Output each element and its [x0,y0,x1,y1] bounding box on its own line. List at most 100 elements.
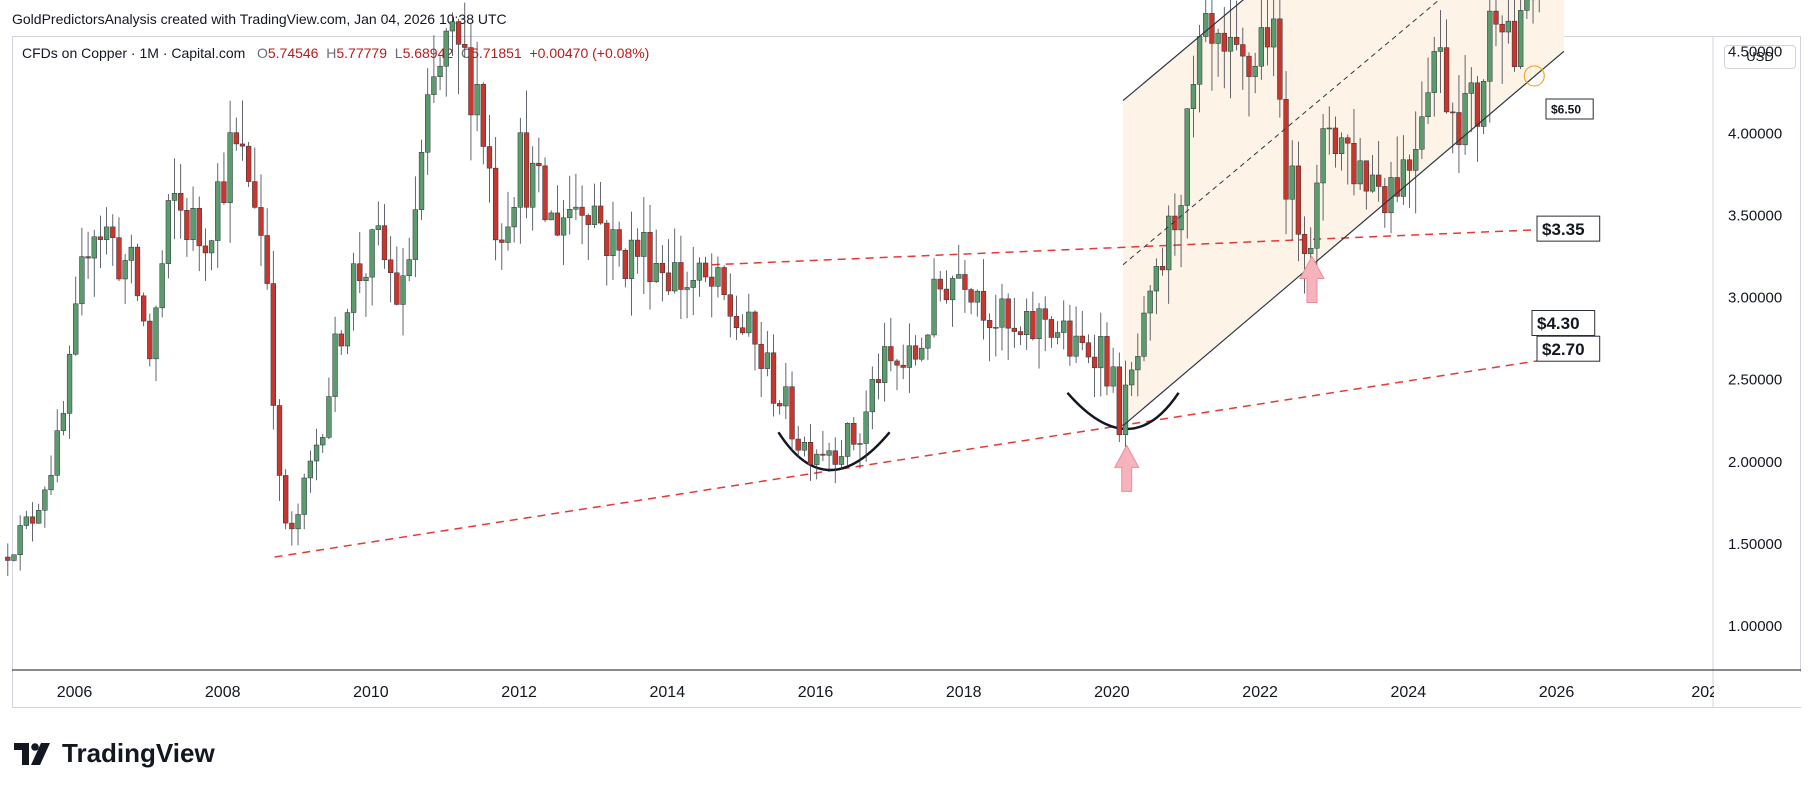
candle [925,334,931,361]
candle [233,117,239,151]
channel-bottom-label-text: $4.30 [1537,314,1580,333]
candle [313,428,320,481]
candle-body [412,209,419,260]
candle [437,56,443,91]
candle [486,114,493,203]
candle [455,18,462,95]
candle-body [338,333,344,347]
candle [894,358,900,391]
candle-body [709,276,715,287]
candle-body [1110,366,1116,387]
candle [1413,111,1419,214]
change-value: +0.00470 (+0.08%) [529,45,650,61]
candle-body [1376,174,1382,187]
x-tick-label: 2020 [1094,684,1130,701]
candle-body [1221,32,1227,52]
candle-body [1326,127,1332,130]
candle [727,273,733,338]
y-tick-label: 1.00000 [1728,618,1782,635]
candle-body [641,232,647,257]
channel-top-label: $6.50 [1545,98,1594,120]
candle [97,215,104,268]
candle-body [486,146,493,169]
candle [110,214,116,266]
candle-body [937,278,943,290]
candle-body [1277,18,1283,100]
candle [591,183,598,229]
symbol-name[interactable]: CFDs on Copper · 1M · Capital.com [22,45,246,61]
candle [1122,360,1129,452]
candle [1456,75,1462,174]
candle [1376,141,1382,202]
candle [227,100,233,243]
candle [1061,300,1067,350]
candle [73,276,79,356]
candle-body [622,249,628,279]
candle-body [505,226,511,243]
candle [1450,102,1456,154]
candle-body [190,207,196,240]
candle [554,185,561,237]
candle-body [97,236,104,240]
candle-body [851,422,857,445]
candle-body [949,278,956,301]
channel-top-label-text: $6.50 [1551,102,1581,116]
candle-body [1085,342,1092,358]
candle [1425,57,1431,124]
candle [579,185,585,245]
candle-body [801,441,808,451]
candle-body [270,283,276,406]
candle [492,137,499,261]
candle-body [1079,335,1085,343]
candle [54,409,60,483]
y-tick-label: 2.50000 [1728,372,1782,389]
candle-body [1209,13,1215,44]
candle-body [1400,159,1407,197]
tradingview-logo[interactable]: TradingView [14,738,215,769]
candle [1295,141,1302,262]
candle [283,469,289,530]
candle [758,321,764,398]
candle-body [986,320,993,328]
candle [357,231,363,294]
candle-body [875,379,882,383]
candle [91,229,97,297]
support-label-1-text: $3.35 [1542,220,1585,239]
candle-body [690,280,696,288]
candle [1314,164,1320,279]
candle-body [437,65,443,77]
candle-body [159,263,165,309]
candle [1233,0,1240,51]
currency-button[interactable]: USD [1724,45,1796,69]
candle-body [1141,312,1147,357]
candle [1530,0,1536,24]
candle-body [1357,160,1363,185]
candle [1289,140,1295,241]
candle-body [1227,36,1234,52]
low-label: L [394,45,403,61]
candle [1135,333,1141,397]
candle [326,377,332,440]
candle [659,245,666,302]
candle [1400,135,1407,205]
candle [1511,0,1518,72]
candle [1104,322,1110,396]
candle [777,400,783,415]
candle-body [956,274,962,279]
candle [530,146,536,231]
candle-body [1450,111,1456,114]
candle [900,344,906,380]
candle [252,147,258,209]
candle-body [1406,159,1413,171]
tradingview-logo-icon [14,742,50,765]
candle [499,223,505,270]
candle-body [320,437,326,446]
candle [350,252,357,331]
candle-body [919,347,925,360]
candle [875,353,882,400]
candle [523,90,530,219]
candle-body [900,364,906,368]
candle [684,271,690,319]
candle [1030,291,1036,341]
